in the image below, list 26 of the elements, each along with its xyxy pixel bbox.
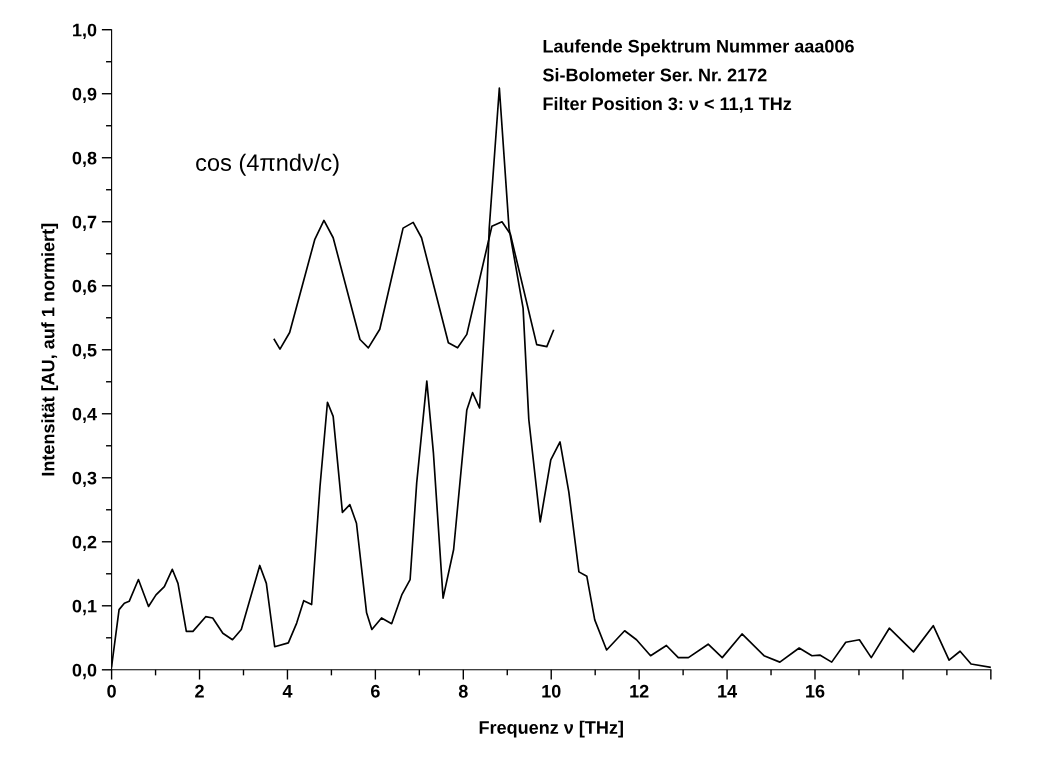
y-axis-title: Intensität [AU, auf 1 normiert] (41, 223, 59, 476)
x-tick-label: 8 (458, 684, 468, 698)
x-tick-label: 0 (107, 684, 116, 698)
x-tick-label: 4 (282, 685, 293, 698)
y-tick-label: 0,5 (72, 343, 97, 360)
y-tick-label: 0,6 (72, 279, 97, 296)
x-tick-label: 16 (806, 684, 825, 698)
x-tick-label: 6 (371, 684, 380, 698)
y-tick-label: 0,1 (72, 599, 97, 616)
x-tick-label: 12 (630, 684, 649, 698)
annotation: Filter Position 3: ν < 11,1 THz (543, 96, 792, 113)
x-axis-title: Frequenz ν [THz] (479, 720, 623, 738)
annotation: Si-Bolometer Ser. Nr. 2172 (542, 68, 767, 82)
y-tick-label: 0,7 (72, 215, 97, 232)
x-tick-label: 2 (195, 684, 204, 698)
y-tick-label: 0,3 (72, 471, 97, 488)
y-tick-label: 0,9 (72, 87, 97, 104)
y-tick-label: 0,4 (72, 407, 97, 424)
series-label: cos (4πndν/c) (196, 153, 339, 176)
y-tick-label: 0,0 (72, 663, 97, 680)
y-tick-label: 1,0 (73, 23, 97, 40)
y-tick-label: 0,8 (72, 151, 97, 168)
x-tick-label: 14 (718, 685, 738, 698)
annotation: Laufende Spektrum Nummer aaa006 (543, 39, 854, 57)
x-tick-label: 10 (542, 684, 561, 698)
y-tick-label: 0,2 (72, 535, 97, 552)
